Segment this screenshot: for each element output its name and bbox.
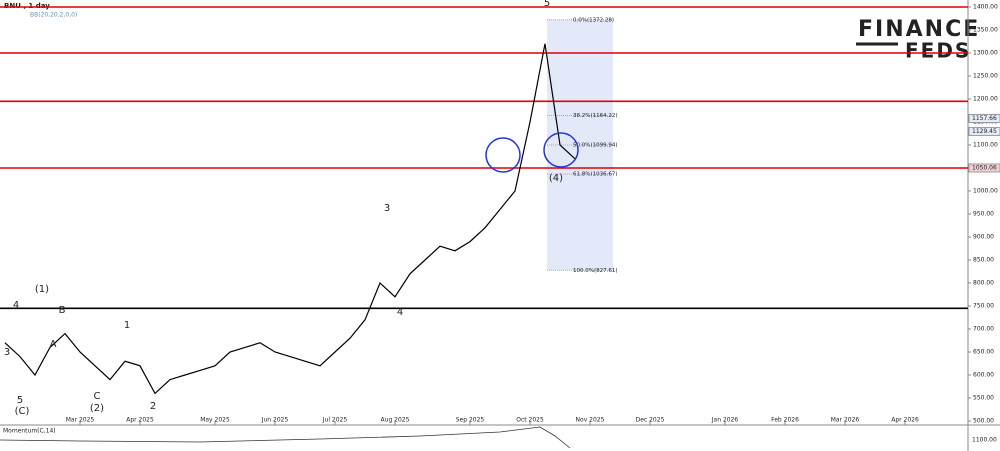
x-tick-label: May 2025 <box>200 417 230 424</box>
highlight-circle <box>485 137 521 173</box>
y-tick-label: 850.00 <box>973 257 994 264</box>
fib-label: 100.0%(827.61) <box>573 268 618 274</box>
x-tick-label: Dec 2025 <box>636 417 665 424</box>
x-tick-label: Nov 2025 <box>576 417 605 424</box>
wave-label: (4) <box>549 173 563 184</box>
wave-label: A <box>50 339 57 350</box>
price-line <box>4 43 576 395</box>
x-tick-label: Apr 2026 <box>891 417 919 424</box>
y-tick-label: 550.00 <box>973 395 994 402</box>
x-tick-label: Aug 2025 <box>381 417 410 424</box>
y-tick-label: 900.00 <box>973 234 994 241</box>
wave-label: 3 <box>384 203 390 214</box>
price-label: 1157.66 <box>972 115 997 122</box>
y-tick-label: 1400.00 <box>973 4 998 11</box>
x-tick-label: Jul 2025 <box>322 417 348 424</box>
x-tick-label: Sep 2025 <box>456 417 485 424</box>
price-box <box>968 126 1000 136</box>
y-tick-label: 1250.00 <box>973 73 998 80</box>
y-tick-label: 600.00 <box>973 372 994 379</box>
y-tick-label: 500.00 <box>973 418 994 425</box>
logo: FINANCE <box>858 17 980 42</box>
wave-label: 5 <box>544 0 550 9</box>
wave-label: 2 <box>150 401 156 412</box>
fib-label: 0.0%(1372.28) <box>573 17 614 23</box>
wave-label: 5 <box>17 395 23 406</box>
y-tick-label: 1300.00 <box>973 50 998 57</box>
y-tick-label: 800.00 <box>973 280 994 287</box>
price-label: 1129.45 <box>972 128 997 135</box>
fib-label: 50.0%(1099.94) <box>573 143 618 149</box>
wave-label: C <box>94 391 101 402</box>
momentum-tick: 1100.00 <box>972 437 997 444</box>
fib-label: 61.8%(1036.67) <box>573 172 618 178</box>
wave-label: 1 <box>124 320 130 331</box>
momentum-line <box>0 426 571 449</box>
price-box <box>968 163 1000 173</box>
x-tick-label: Oct 2025 <box>516 417 544 424</box>
momentum-title: Momentum(C,14) <box>3 428 56 435</box>
highlight-circle <box>543 132 579 168</box>
y-tick-label: 1200.00 <box>973 96 998 103</box>
wave-label: 4 <box>397 307 403 318</box>
wave-label: 3 <box>4 347 10 358</box>
y-tick-label: 700.00 <box>973 326 994 333</box>
x-tick-label: Feb 2026 <box>771 417 799 424</box>
y-tick-label: 1100.00 <box>973 142 998 149</box>
x-tick-label: Apr 2025 <box>126 417 154 424</box>
wave-label: 4 <box>13 300 19 311</box>
logo: FEDS <box>905 39 971 63</box>
wave-label: (C) <box>15 406 30 417</box>
wave-label: (2) <box>90 403 104 414</box>
y-tick-label: 1350.00 <box>973 27 998 34</box>
y-tick-label: 950.00 <box>973 211 994 218</box>
y-tick-label: 1000.00 <box>973 188 998 195</box>
y-tick-label: 750.00 <box>973 303 994 310</box>
x-tick-label: Mar 2026 <box>831 417 860 424</box>
x-tick-label: Mar 2025 <box>66 417 95 424</box>
wave-label: (1) <box>35 284 49 295</box>
indicator-label: BB(20,20,2,0,0) <box>30 12 77 19</box>
chart-title: BNU , 1 day <box>4 2 50 10</box>
y-tick-label: 650.00 <box>973 349 994 356</box>
price-box <box>968 113 1000 123</box>
price-label: 1050.06 <box>972 164 997 171</box>
x-tick-label: Jan 2026 <box>711 417 739 424</box>
x-tick-label: Jun 2025 <box>261 417 289 424</box>
wave-label: B <box>59 305 66 316</box>
fib-label: 38.2%(1164.22) <box>573 113 618 119</box>
